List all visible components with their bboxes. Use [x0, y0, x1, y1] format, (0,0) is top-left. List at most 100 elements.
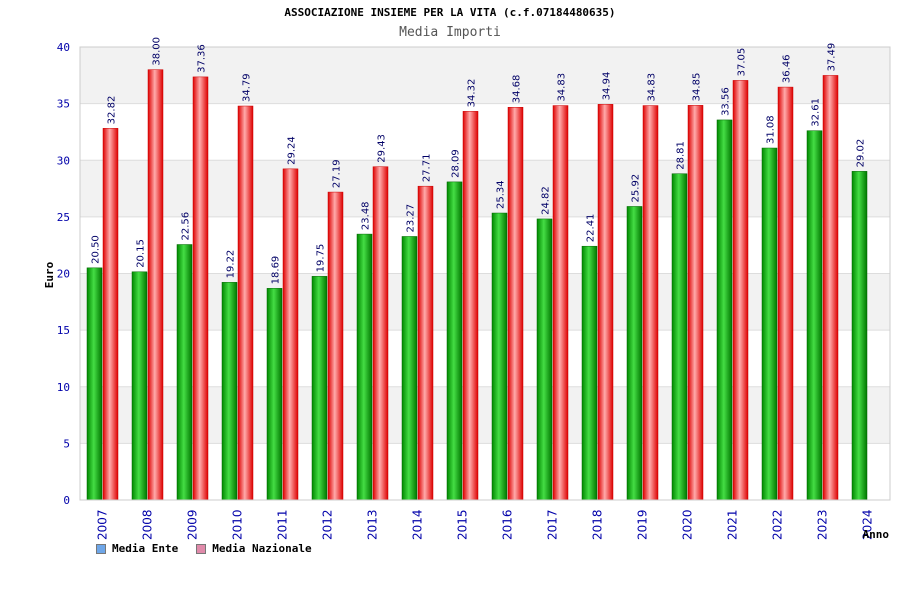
data-label: 18.69 [271, 256, 282, 285]
data-label: 37.05 [737, 48, 748, 77]
x-axis-label: Anno [863, 528, 890, 541]
bar-media-ente [806, 130, 823, 501]
y-tick-label: 30 [57, 154, 70, 167]
data-label: 23.48 [361, 201, 372, 230]
legend-item-media-nazionale: Media Nazionale [196, 542, 312, 555]
data-label: 33.56 [721, 87, 732, 116]
bar-media-nazionale [687, 105, 704, 501]
bar-media-nazionale [732, 80, 749, 501]
data-label: 23.27 [406, 204, 417, 233]
bar-media-nazionale [777, 86, 794, 501]
data-label: 32.82 [107, 96, 118, 125]
legend-item-media-ente: Media Ente [96, 542, 178, 555]
bar-media-ente [266, 288, 283, 501]
x-tick-label: 2022 [771, 509, 785, 540]
data-label: 22.41 [586, 214, 597, 243]
bar-media-ente [356, 233, 373, 501]
data-label: 34.68 [512, 75, 523, 104]
y-tick-label: 40 [57, 41, 70, 54]
y-tick-label: 5 [63, 437, 70, 450]
y-axis-label: Euro [43, 261, 56, 288]
data-label: 27.19 [332, 159, 343, 188]
data-label: 25.34 [496, 180, 507, 209]
data-label: 34.83 [647, 73, 658, 102]
data-label: 29.24 [287, 136, 298, 165]
x-tick-label: 2017 [546, 509, 560, 540]
data-label: 20.50 [91, 235, 102, 264]
bar-media-nazionale [102, 128, 119, 501]
bar-media-ente [761, 147, 778, 501]
x-tick-label: 2009 [186, 509, 200, 540]
x-tick-label: 2013 [366, 509, 380, 540]
x-tick-label: 2016 [501, 509, 515, 540]
x-tick-label: 2021 [726, 509, 740, 540]
data-label: 29.02 [856, 139, 867, 168]
bar-media-nazionale [192, 76, 209, 501]
x-tick-label: 2008 [141, 509, 155, 540]
data-label: 38.00 [152, 37, 163, 66]
legend-swatch-media-ente [96, 543, 106, 554]
data-label: 19.75 [316, 244, 327, 273]
bar-media-ente [581, 245, 598, 501]
bar-media-nazionale [327, 191, 344, 501]
data-label: 27.71 [422, 154, 433, 183]
chart-subtitle: Media Importi [399, 25, 501, 40]
bar-media-ente [491, 212, 508, 501]
bar-media-nazionale [237, 105, 254, 501]
chart-title: ASSOCIAZIONE INSIEME PER LA VITA (c.f.07… [284, 6, 616, 19]
bar-media-nazionale [282, 168, 299, 501]
x-tick-label: 2015 [456, 509, 470, 540]
data-label: 34.94 [602, 72, 613, 101]
x-tick-label: 2024 [861, 509, 875, 540]
y-tick-label: 0 [63, 494, 70, 507]
data-label: 37.36 [197, 44, 208, 73]
grid-band [80, 160, 890, 217]
data-label: 28.81 [676, 141, 687, 170]
data-label: 34.85 [692, 73, 703, 102]
x-tick-label: 2019 [636, 509, 650, 540]
data-label: 34.83 [557, 73, 568, 102]
bar-media-ente [401, 236, 418, 501]
bar-media-ente [626, 206, 643, 501]
bar-media-ente [536, 218, 553, 501]
data-label: 28.09 [451, 149, 462, 178]
x-tick-label: 2020 [681, 509, 695, 540]
bar-media-nazionale [417, 185, 434, 501]
y-tick-label: 35 [57, 98, 70, 111]
bar-media-ente [671, 173, 688, 501]
data-label: 22.56 [181, 212, 192, 241]
data-label: 19.22 [226, 250, 237, 279]
bar-media-ente [131, 271, 148, 501]
data-label: 25.92 [631, 174, 642, 203]
bar-media-ente [176, 244, 193, 501]
bar-media-ente [311, 276, 328, 501]
x-tick-label: 2018 [591, 509, 605, 540]
plot-frame [79, 46, 891, 501]
bar-media-nazionale [147, 69, 164, 501]
x-tick-label: 2012 [321, 509, 335, 540]
legend-swatch-media-nazionale [196, 543, 207, 554]
grid-band [80, 47, 890, 104]
bar-media-ente [446, 181, 463, 501]
chart-legend: Media Ente Media Nazionale [96, 542, 312, 555]
y-tick-label: 20 [57, 268, 70, 281]
bar-media-nazionale [507, 106, 524, 501]
data-label: 20.15 [136, 239, 147, 268]
x-tick-label: 2011 [276, 509, 290, 540]
x-tick-label: 2007 [96, 509, 110, 540]
grid-band [80, 273, 890, 331]
data-label: 32.61 [811, 98, 822, 127]
x-tick-label: 2014 [411, 509, 425, 540]
grid-band [80, 386, 890, 444]
bar-media-nazionale [372, 166, 389, 501]
data-label: 29.43 [377, 134, 388, 163]
bar-media-nazionale [552, 105, 569, 501]
legend-label-media-ente: Media Ente [112, 542, 179, 555]
y-tick-label: 10 [57, 381, 70, 394]
data-label: 24.82 [541, 186, 552, 215]
x-tick-label: 2010 [231, 509, 245, 540]
bar-media-ente [716, 119, 733, 501]
data-label: 37.49 [827, 43, 838, 72]
y-tick-label: 15 [57, 324, 70, 337]
bar-media-ente [221, 282, 238, 501]
